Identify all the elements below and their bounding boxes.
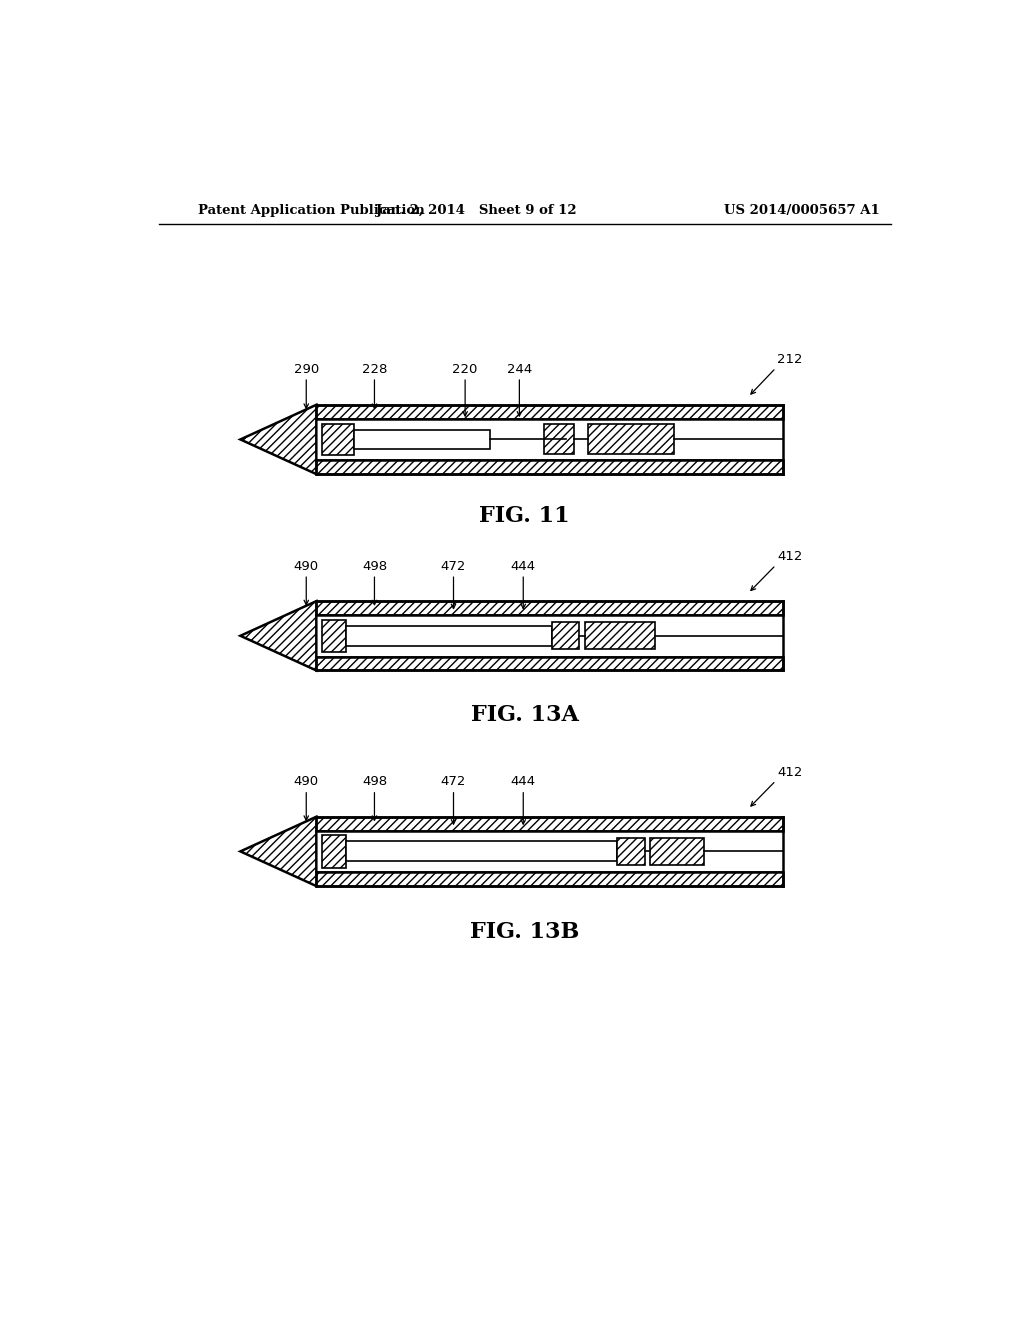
Bar	[650, 838, 705, 865]
Text: 220: 220	[453, 363, 478, 376]
Text: 244: 244	[507, 363, 532, 376]
Bar	[617, 838, 644, 865]
Text: Jan. 2, 2014   Sheet 9 of 12: Jan. 2, 2014 Sheet 9 of 12	[377, 205, 578, 218]
Bar	[322, 619, 346, 652]
Text: FIG. 13A: FIG. 13A	[471, 704, 579, 726]
Text: 290: 290	[294, 363, 318, 376]
Text: 412: 412	[777, 766, 803, 779]
Text: 444: 444	[511, 775, 536, 788]
Bar	[316, 817, 783, 830]
Polygon shape	[241, 601, 316, 671]
Bar	[316, 461, 783, 474]
Bar	[585, 622, 655, 649]
Bar	[316, 418, 783, 461]
Text: 444: 444	[511, 560, 536, 573]
Bar	[544, 425, 574, 454]
Bar	[322, 836, 346, 867]
Bar	[322, 424, 354, 455]
Bar	[316, 615, 783, 656]
Text: 228: 228	[361, 363, 387, 376]
Text: US 2014/0005657 A1: US 2014/0005657 A1	[724, 205, 880, 218]
Text: 498: 498	[361, 560, 387, 573]
Text: FIG. 11: FIG. 11	[479, 506, 570, 527]
Text: Patent Application Publication: Patent Application Publication	[198, 205, 425, 218]
Bar	[354, 430, 489, 449]
Bar	[316, 830, 783, 873]
Polygon shape	[241, 405, 316, 474]
Bar	[552, 622, 580, 649]
Text: 472: 472	[440, 560, 466, 573]
Text: 490: 490	[294, 775, 318, 788]
Text: FIG. 13B: FIG. 13B	[470, 921, 580, 942]
Polygon shape	[241, 817, 316, 886]
Text: 498: 498	[361, 775, 387, 788]
Bar	[346, 841, 617, 862]
Text: 212: 212	[777, 354, 803, 367]
Bar	[316, 405, 783, 418]
Text: 412: 412	[777, 550, 803, 564]
Text: 490: 490	[294, 560, 318, 573]
Text: 472: 472	[440, 775, 466, 788]
Bar	[346, 626, 552, 645]
Bar	[316, 601, 783, 615]
Bar	[588, 425, 675, 454]
Bar	[316, 873, 783, 886]
Bar	[316, 656, 783, 671]
